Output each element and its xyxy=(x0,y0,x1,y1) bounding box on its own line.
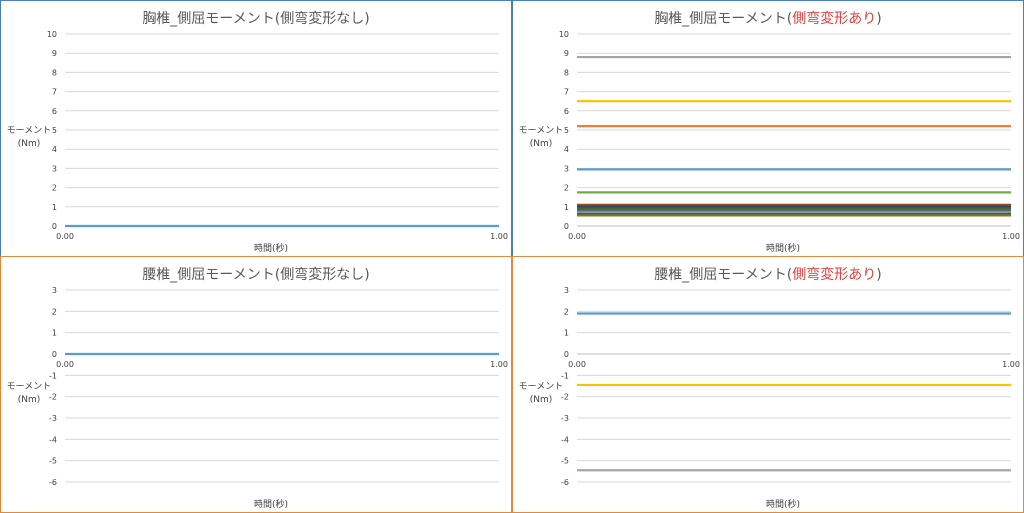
y-tick-label: 10 xyxy=(559,30,569,39)
x-tick-label: 1.00 xyxy=(1002,232,1020,241)
x-axis-label: 時間(秒) xyxy=(254,498,288,510)
chart-title: 胸椎_側屈モーメント(側弯変形あり) xyxy=(654,10,881,27)
y-tick-label: 2 xyxy=(52,184,57,193)
chart-title-part: 腰椎_側屈モーメント( xyxy=(654,267,792,283)
x-tick-label: 1.00 xyxy=(490,360,508,369)
y-tick-label: -6 xyxy=(49,478,57,487)
y-tick-label: 6 xyxy=(52,107,57,116)
chart-lumbar-scoliosis: 腰椎_側屈モーメント(側弯変形あり) -6 -5 -4 -3 -2 -1 0 1 2 3 0.00 1.… xyxy=(519,266,1020,510)
y-tick-label: 3 xyxy=(564,164,569,173)
y-axis-label: モーメント xyxy=(519,126,564,136)
y-axis-unit-label: (Nm) xyxy=(530,395,553,405)
chart-title-part: 胸椎_側屈モーメント(側弯変形なし) xyxy=(142,10,369,27)
y-tick-label: -2 xyxy=(561,393,569,402)
y-tick-label: 1 xyxy=(52,329,57,338)
y-tick-label: 7 xyxy=(564,88,569,97)
y-tick-label: 6 xyxy=(564,107,569,116)
y-tick-label: 10 xyxy=(47,30,57,39)
x-tick-label: 1.00 xyxy=(490,232,508,241)
y-tick-label: 0 xyxy=(564,350,569,359)
x-axis-label: 時間(秒) xyxy=(766,498,800,510)
y-tick-label: 7 xyxy=(52,88,57,97)
y-tick-label: 0 xyxy=(564,222,569,231)
y-tick-label: 3 xyxy=(564,286,569,295)
y-axis-label: モーメント xyxy=(7,126,52,136)
chart-panel-lumbar-scoliosis: 腰椎_側屈モーメント(側弯変形あり) -6 -5 -4 -3 -2 -1 0 1 2 3 0.00 1.… xyxy=(512,256,1024,513)
x-tick-label: 0.00 xyxy=(568,232,586,241)
y-tick-label: -1 xyxy=(561,371,569,380)
chart-title: 腰椎_側屈モーメント(側弯変形あり) xyxy=(654,266,881,283)
x-axis-label: 時間(秒) xyxy=(254,242,288,254)
y-tick-label: -4 xyxy=(561,435,569,444)
y-tick-label: 2 xyxy=(564,184,569,193)
y-tick-label: 3 xyxy=(52,164,57,173)
y-tick-label: 9 xyxy=(52,49,57,58)
chart-thoracic-scoliosis: 胸椎_側屈モーメント(側弯変形あり) 0 1 2 3 4 5 6 7 8 9 10 0.00 1.00 モー… xyxy=(519,10,1020,254)
y-tick-label: 5 xyxy=(52,126,57,135)
chart-lumbar-normal: 腰椎_側屈モーメント(側弯変形なし) -6 -5 -4 -3 -2 -1 0 1 2 3 0.00 1.… xyxy=(7,266,508,510)
y-axis-unit-label: (Nm) xyxy=(18,395,41,405)
chart-title-part: 胸椎_側屈モーメント( xyxy=(654,11,792,27)
chart-panel-thoracic-scoliosis: 胸椎_側屈モーメント(側弯変形あり) 0 1 2 3 4 5 6 7 8 9 10 0.00 1.00 モー… xyxy=(512,0,1024,257)
chart-title-part: ) xyxy=(876,267,881,283)
chart-title-part: 腰椎_側屈モーメント(側弯変形なし) xyxy=(142,266,369,283)
y-tick-label: 4 xyxy=(564,145,569,154)
chart-panel-thoracic-normal: 胸椎_側屈モーメント(側弯変形なし) 0 1 2 3 4 5 6 7 8 9 10 0.00 1.00 モー… xyxy=(0,0,512,257)
chart-thoracic-normal: 胸椎_側屈モーメント(側弯変形なし) 0 1 2 3 4 5 6 7 8 9 10 0.00 1.00 モー… xyxy=(7,10,508,254)
y-axis-label: モーメント xyxy=(519,382,564,392)
y-tick-label: -6 xyxy=(561,478,569,487)
y-tick-label: 3 xyxy=(52,286,57,295)
x-tick-label: 0.00 xyxy=(56,360,74,369)
y-tick-label: 2 xyxy=(52,307,57,316)
y-tick-label: -4 xyxy=(49,435,57,444)
y-axis-unit-label: (Nm) xyxy=(530,139,553,149)
y-tick-label: -2 xyxy=(49,393,57,402)
chart-title-part: 側弯変形あり xyxy=(792,10,876,27)
x-tick-label: 0.00 xyxy=(56,232,74,241)
chart-title-part: 側弯変形あり xyxy=(792,266,876,283)
y-tick-label: 9 xyxy=(564,49,569,58)
x-tick-label: 0.00 xyxy=(568,360,586,369)
y-tick-label: 8 xyxy=(52,68,57,77)
y-tick-label: 0 xyxy=(52,222,57,231)
y-tick-label: 1 xyxy=(564,203,569,212)
y-tick-label: 5 xyxy=(564,126,569,135)
y-tick-label: 1 xyxy=(52,203,57,212)
y-tick-label: -1 xyxy=(49,371,57,380)
y-tick-label: 1 xyxy=(564,329,569,338)
x-tick-label: 1.00 xyxy=(1002,360,1020,369)
y-tick-label: -3 xyxy=(561,414,569,423)
y-tick-label: 2 xyxy=(564,307,569,316)
y-tick-label: -5 xyxy=(561,457,569,466)
y-axis-label: モーメント xyxy=(7,382,52,392)
chart-title-part: ) xyxy=(876,11,881,27)
y-tick-label: -3 xyxy=(49,414,57,423)
y-tick-label: 0 xyxy=(52,350,57,359)
chart-panel-lumbar-normal: 腰椎_側屈モーメント(側弯変形なし) -6 -5 -4 -3 -2 -1 0 1 2 3 0.00 1.… xyxy=(0,256,512,513)
y-tick-label: 4 xyxy=(52,145,57,154)
y-tick-label: -5 xyxy=(49,457,57,466)
x-axis-label: 時間(秒) xyxy=(766,242,800,254)
chart-title: 腰椎_側屈モーメント(側弯変形なし) xyxy=(142,266,369,283)
chart-title: 胸椎_側屈モーメント(側弯変形なし) xyxy=(142,10,369,27)
y-axis-unit-label: (Nm) xyxy=(18,139,41,149)
y-tick-label: 8 xyxy=(564,68,569,77)
